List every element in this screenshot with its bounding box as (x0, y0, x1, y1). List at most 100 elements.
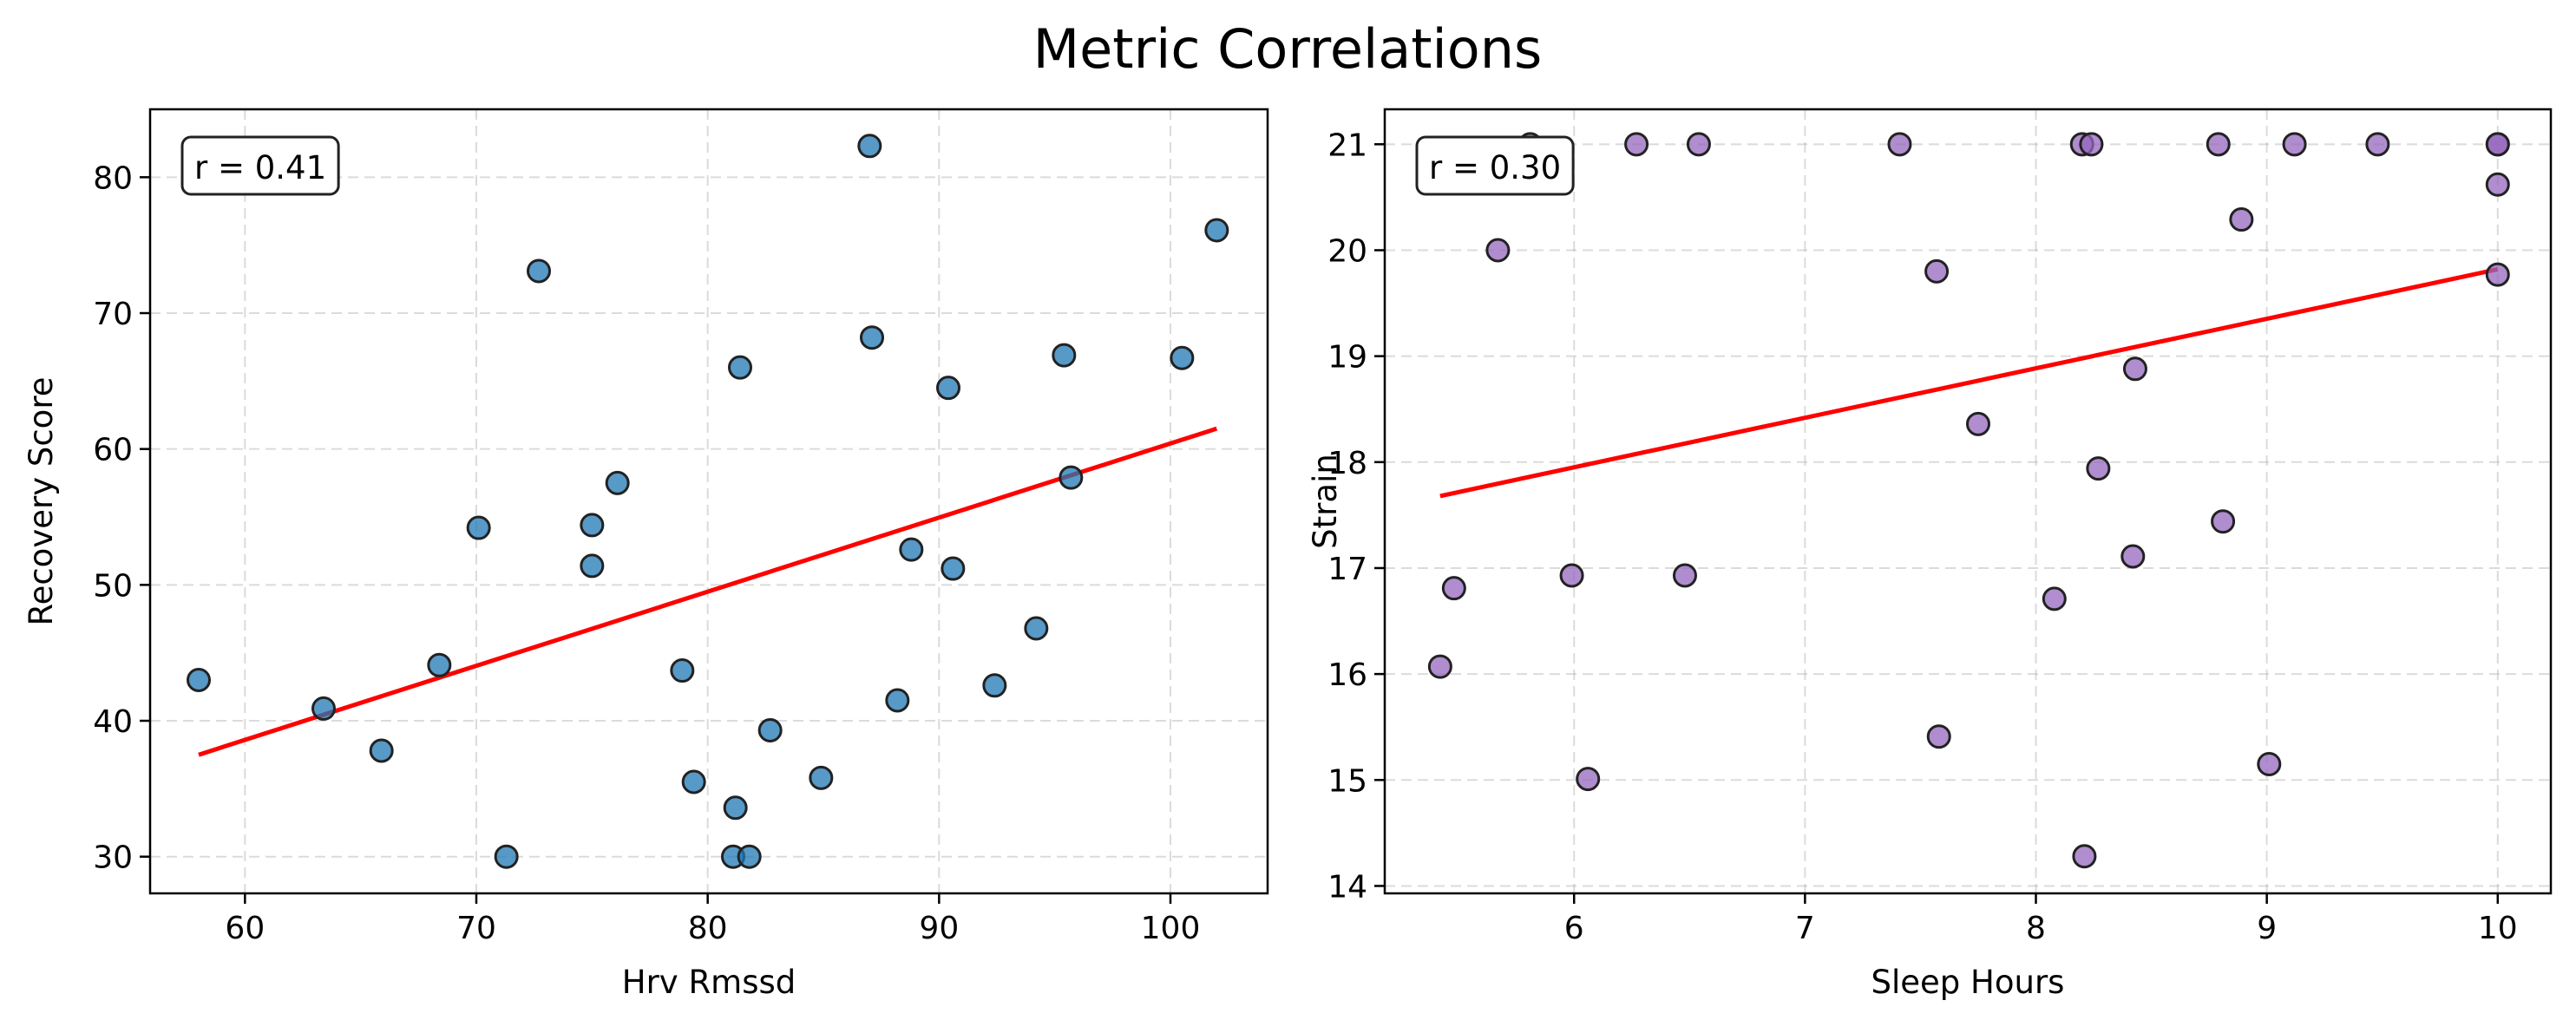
x-tick-label: 100 (1141, 911, 1201, 946)
x-tick-label: 8 (2026, 911, 2046, 946)
y-tick-label: 17 (1327, 552, 1367, 587)
scatter-point (1204, 218, 1229, 243)
y-tick-label: 14 (1327, 869, 1367, 905)
scatter-point (1924, 258, 1950, 284)
y-tick-label: 30 (93, 840, 133, 876)
scatter-point (681, 769, 706, 794)
y-tick-label: 21 (1327, 127, 1367, 163)
y-tick-label: 18 (1327, 446, 1367, 481)
scatter-point (580, 513, 605, 538)
y-tick-label: 70 (93, 297, 133, 332)
scatter-point (936, 376, 960, 401)
scatter-point (1686, 132, 1711, 157)
annotation-box (1415, 135, 1575, 196)
scatter-point (1559, 563, 1584, 588)
scatter-point (2206, 132, 2231, 157)
scatter-point (2072, 844, 2097, 869)
trend-line (1439, 267, 2499, 499)
scatter-point (670, 658, 695, 683)
scatter-point (1576, 767, 1601, 792)
scatter-point (2079, 132, 2104, 157)
y-tick-label: 20 (1327, 233, 1367, 269)
x-tick-label: 80 (688, 911, 728, 946)
scatter-point (580, 553, 605, 579)
gridlines (1385, 109, 2551, 893)
correlation-annotation: r = 0.41 (180, 135, 340, 196)
scatter-point (2211, 509, 2236, 534)
scatter-point (1965, 411, 1990, 436)
scatter-point (2485, 262, 2510, 287)
scatter-point (2229, 207, 2254, 232)
scatter-points (187, 134, 1229, 869)
axes-frame (1383, 108, 2553, 895)
scatter-point (1926, 724, 1951, 749)
scatter-point (737, 844, 762, 869)
scatter-point (757, 717, 783, 742)
y-tick-label: 16 (1327, 657, 1367, 693)
scatter-point (1672, 563, 1697, 588)
x-tick-label: 90 (919, 911, 959, 946)
scatter-point (427, 652, 452, 677)
annotation-box (180, 135, 340, 196)
scatter-point (187, 668, 211, 693)
scatter-point (2485, 172, 2510, 197)
scatter-point (1059, 465, 1084, 490)
scatter-point (860, 325, 884, 350)
y-axis-label: Recovery Score (23, 377, 60, 626)
x-axis-label: Hrv Rmssd (622, 964, 796, 1001)
scatter-point (2365, 132, 2390, 157)
scatter-point (2282, 132, 2307, 157)
scatter-point (1052, 343, 1077, 368)
x-tick-label: 6 (1564, 911, 1584, 946)
scatter-point (1441, 576, 1466, 601)
x-axis-label: Sleep Hours (1871, 964, 2065, 1001)
sleep-vs-strain-panel: 6 7 8 9 10 14 15 16 17 18 19 20 21 Sleep Hours Strain r… (1307, 108, 2553, 1001)
scatter-point (885, 688, 910, 713)
scatter-point (728, 355, 752, 380)
x-tick-label: 9 (2257, 911, 2277, 946)
scatter-point (941, 556, 966, 581)
trend-line (198, 426, 1218, 757)
scatter-point (1887, 132, 1912, 157)
scatter-point (1170, 345, 1195, 370)
scatter-point (857, 134, 882, 159)
scatter-point (311, 696, 336, 721)
correlation-label: r = 0.41 (194, 149, 326, 186)
scatter-point (1427, 654, 1452, 679)
scatter-point (2042, 586, 2067, 611)
y-axis-label: Strain (1307, 454, 1344, 549)
scatter-point (723, 795, 748, 821)
scatter-point (2086, 456, 2111, 481)
scatter-point (1024, 616, 1049, 641)
scatter-point (369, 738, 394, 763)
scatter-point (527, 258, 551, 284)
y-tick-label: 50 (93, 568, 133, 604)
x-tick-label: 70 (456, 911, 496, 946)
scatter-point (1624, 132, 1649, 157)
correlation-annotation: r = 0.30 (1415, 135, 1575, 196)
scatter-point (466, 515, 491, 540)
scatter-point (1485, 238, 1511, 263)
scatter-points (1427, 132, 2510, 869)
scatter-point (2257, 751, 2282, 776)
scatter-point (809, 765, 834, 790)
axes-frame (148, 108, 1269, 895)
correlation-label: r = 0.30 (1429, 149, 1561, 186)
scatter-point (2122, 356, 2147, 382)
scatter-point (494, 844, 519, 869)
hrv-vs-recovery-panel: 60 70 80 90 100 30 40 50 60 70 80 Hrv Rmssd Recovery… (23, 108, 1269, 1001)
scatter-point (899, 537, 924, 562)
x-tick-label: 60 (225, 911, 265, 946)
scatter-point (982, 673, 1007, 698)
y-tick-label: 15 (1327, 763, 1367, 799)
x-tick-label: 7 (1795, 911, 1815, 946)
y-tick-label: 60 (93, 433, 133, 468)
scatter-point (605, 470, 630, 495)
scatter-point (2120, 544, 2146, 569)
x-tick-label: 10 (2478, 911, 2518, 946)
y-tick-label: 40 (93, 704, 133, 740)
figure-title: Metric Correlations (1033, 17, 1543, 81)
scatter-point (2485, 132, 2510, 157)
y-tick-label: 19 (1327, 340, 1367, 376)
